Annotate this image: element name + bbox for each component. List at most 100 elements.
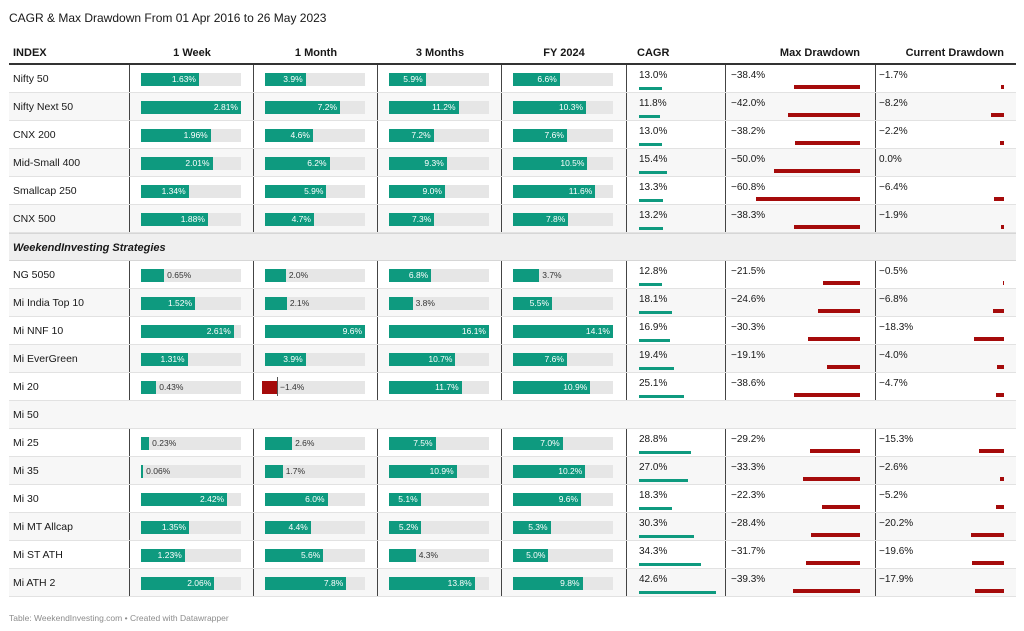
- cagr-value: 19.4%: [639, 350, 668, 361]
- column-divider: [626, 513, 627, 540]
- column-divider: [875, 317, 876, 344]
- table-row[interactable]: Mid-Small 400 2.01% 6.2% 9.3% 10.5% 15.4% −50.…: [9, 149, 1016, 177]
- header-fy-2024[interactable]: FY 2024: [543, 47, 585, 59]
- bar-3-months: [389, 157, 447, 170]
- current-drawdown-value: −1.7%: [879, 70, 908, 81]
- bar-fy-2024: [513, 213, 569, 226]
- column-divider: [626, 569, 627, 596]
- max-drawdown-value: −38.3%: [731, 210, 766, 221]
- table-row[interactable]: Nifty Next 50 2.81% 7.2% 11.2% 10.3% 11.8% −42…: [9, 93, 1016, 121]
- cagr-bar: [639, 87, 663, 90]
- table-row[interactable]: Mi 30 2.42% 6.0% 5.1% 9.6% 18.3% −22.3% −5.2%: [9, 485, 1016, 513]
- cagr-value: 30.3%: [639, 518, 668, 529]
- column-divider: [253, 373, 254, 400]
- bar-label-1-month: 2.1%: [289, 298, 310, 308]
- bar-label-fy-2024: 7.6%: [544, 354, 564, 364]
- bar-label-1-week: 2.81%: [213, 102, 238, 112]
- row-name: Mi ATH 2: [13, 577, 56, 589]
- table-header: INDEX 1 Week 1 Month 3 Months FY 2024 CA…: [9, 40, 1016, 65]
- table-row[interactable]: Nifty 50 1.63% 3.9% 5.9% 6.6% 13.0% −38.4% −1.7…: [9, 65, 1016, 93]
- table-row[interactable]: Mi 35 0.06% 1.7% 10.9% 10.2% 27.0% −33.3% −2.6%: [9, 457, 1016, 485]
- table-row[interactable]: NG 5050 0.65% 2.0% 6.8% 3.7% 12.8% −21.5% −0.5%: [9, 261, 1016, 289]
- bar-fy-2024: [513, 353, 567, 366]
- max-drawdown-bar: [756, 197, 860, 201]
- column-divider: [377, 541, 378, 568]
- cagr-bar: [639, 227, 663, 230]
- current-drawdown-bar: [990, 113, 1004, 117]
- table-row[interactable]: CNX 200 1.96% 4.6% 7.2% 7.6% 13.0% −38.2% −2.2%: [9, 121, 1016, 149]
- cagr-bar: [639, 451, 692, 454]
- bar-fy-2024: [513, 297, 552, 310]
- table-row[interactable]: CNX 500 1.88% 4.7% 7.3% 7.8% 13.2% −38.3% −1.9%: [9, 205, 1016, 233]
- bar-label-1-month: 6.2%: [307, 158, 327, 168]
- bar-3-months: [389, 353, 456, 366]
- bar-label-1-week: 2.01%: [185, 158, 210, 168]
- cagr-value: 11.8%: [639, 98, 667, 109]
- max-drawdown-value: −19.1%: [731, 350, 766, 361]
- max-drawdown-bar: [774, 169, 860, 173]
- bar-label-1-week: 1.31%: [160, 354, 185, 364]
- header-current-drawdown[interactable]: Current Drawdown: [905, 47, 1004, 59]
- bar-track: [141, 381, 241, 394]
- cagr-value: 13.2%: [639, 210, 668, 221]
- table-row[interactable]: Mi 20 0.43% −1.4% 11.7% 10.9% 25.1% −38.6% −4.7…: [9, 373, 1016, 401]
- column-divider: [875, 485, 876, 512]
- table-row[interactable]: Mi 25 0.23% 2.6% 7.5% 7.0% 28.8% −29.2% −15.3%: [9, 429, 1016, 457]
- max-drawdown-bar: [788, 113, 860, 117]
- column-divider: [875, 65, 876, 92]
- header-1-month[interactable]: 1 Month: [294, 47, 338, 59]
- max-drawdown-bar: [792, 589, 860, 593]
- column-divider: [129, 541, 130, 568]
- bar-fy-2024: [513, 549, 549, 562]
- column-divider: [875, 373, 876, 400]
- column-divider: [875, 121, 876, 148]
- bar-1-month: [265, 353, 306, 366]
- header-1-week[interactable]: 1 Week: [173, 47, 211, 59]
- cagr-value: 18.1%: [639, 294, 668, 305]
- bar-fy-2024: [513, 325, 613, 338]
- bar-fy-2024: [513, 129, 567, 142]
- column-divider: [129, 93, 130, 120]
- table-row[interactable]: Mi ATH 2 2.06% 7.8% 13.8% 9.8% 42.6% −39.3% −17…: [9, 569, 1016, 597]
- bar-label-1-week: 2.61%: [206, 326, 231, 336]
- column-divider: [626, 429, 627, 456]
- max-drawdown-value: −24.6%: [731, 294, 766, 305]
- header-3-months[interactable]: 3 Months: [415, 47, 465, 59]
- table-footer: Table: WeekendInvesting.com • Created wi…: [9, 613, 229, 623]
- table-row[interactable]: Mi NNF 10 2.61% 9.6% 16.1% 14.1% 16.9% −30.3% −…: [9, 317, 1016, 345]
- cagr-value: 42.6%: [639, 574, 668, 585]
- table-row[interactable]: Mi 50: [9, 401, 1016, 429]
- bar-1-month: [265, 521, 311, 534]
- table-row[interactable]: Mi MT Allcap 1.35% 4.4% 5.2% 5.3% 30.3% −28.4%…: [9, 513, 1016, 541]
- table-row[interactable]: Mi EverGreen 1.31% 3.9% 10.7% 7.6% 19.4% −19.1…: [9, 345, 1016, 373]
- bar-label-3-months: 9.3%: [424, 158, 444, 168]
- cagr-bar: [639, 115, 661, 118]
- column-divider: [377, 289, 378, 316]
- current-drawdown-value: −19.6%: [879, 546, 914, 557]
- header-cagr[interactable]: CAGR: [637, 47, 670, 59]
- column-divider: [377, 261, 378, 288]
- table-row[interactable]: Smallcap 250 1.34% 5.9% 9.0% 11.6% 13.3% −60.8…: [9, 177, 1016, 205]
- bar-label-fy-2024: 10.5%: [560, 158, 585, 168]
- current-drawdown-value: −4.0%: [879, 350, 908, 361]
- current-drawdown-value: −0.5%: [879, 266, 908, 277]
- header-max-drawdown[interactable]: Max Drawdown: [779, 47, 860, 59]
- cagr-bar: [639, 479, 688, 482]
- bar-fy-2024: [513, 465, 586, 478]
- table-row[interactable]: Mi ST ATH 1.23% 5.6% 4.3% 5.0% 34.3% −31.7% −19…: [9, 541, 1016, 569]
- current-drawdown-value: −15.3%: [879, 434, 914, 445]
- bar-label-3-months: 10.7%: [428, 354, 453, 364]
- bar-track: [141, 437, 241, 450]
- header-index[interactable]: INDEX: [13, 47, 47, 59]
- current-drawdown-value: −20.2%: [879, 518, 914, 529]
- column-divider: [377, 457, 378, 484]
- column-divider: [501, 429, 502, 456]
- current-drawdown-bar: [995, 505, 1004, 509]
- column-divider: [626, 205, 627, 232]
- current-drawdown-bar: [1002, 281, 1004, 285]
- section-label: WeekendInvesting Strategies: [13, 242, 166, 254]
- column-divider: [626, 121, 627, 148]
- bar-fy-2024: [513, 493, 582, 506]
- table-row[interactable]: Mi India Top 10 1.52% 2.1% 3.8% 5.5% 18.1% −24…: [9, 289, 1016, 317]
- bar-1-month: [265, 465, 283, 478]
